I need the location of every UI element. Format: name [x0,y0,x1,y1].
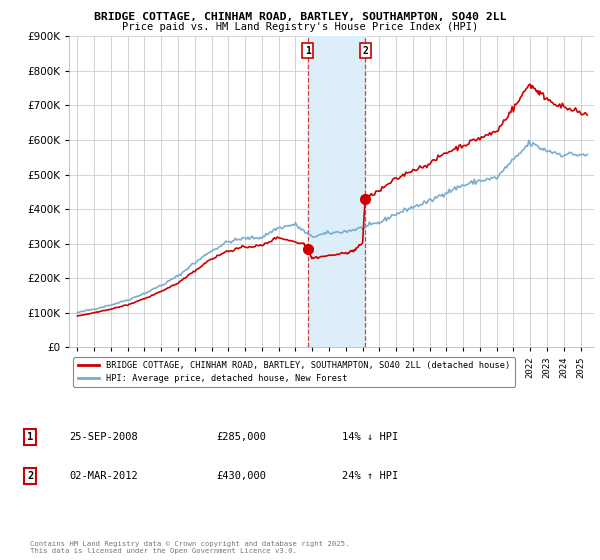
Text: 02-MAR-2012: 02-MAR-2012 [69,471,138,481]
Text: 2: 2 [27,471,33,481]
Text: BRIDGE COTTAGE, CHINHAM ROAD, BARTLEY, SOUTHAMPTON, SO40 2LL: BRIDGE COTTAGE, CHINHAM ROAD, BARTLEY, S… [94,12,506,22]
Text: 2: 2 [362,46,368,56]
Bar [308,36,365,347]
Text: 25-SEP-2008: 25-SEP-2008 [69,432,138,442]
Text: 14% ↓ HPI: 14% ↓ HPI [342,432,398,442]
Text: £285,000: £285,000 [216,432,266,442]
Legend: BRIDGE COTTAGE, CHINHAM ROAD, BARTLEY, SOUTHAMPTON, SO40 2LL (detached house), H: BRIDGE COTTAGE, CHINHAM ROAD, BARTLEY, S… [73,357,515,387]
Text: 24% ↑ HPI: 24% ↑ HPI [342,471,398,481]
Text: £430,000: £430,000 [216,471,266,481]
Text: 1: 1 [305,46,311,56]
Text: Price paid vs. HM Land Registry's House Price Index (HPI): Price paid vs. HM Land Registry's House … [122,22,478,32]
Text: Contains HM Land Registry data © Crown copyright and database right 2025.
This d: Contains HM Land Registry data © Crown c… [30,542,349,554]
Text: 1: 1 [27,432,33,442]
